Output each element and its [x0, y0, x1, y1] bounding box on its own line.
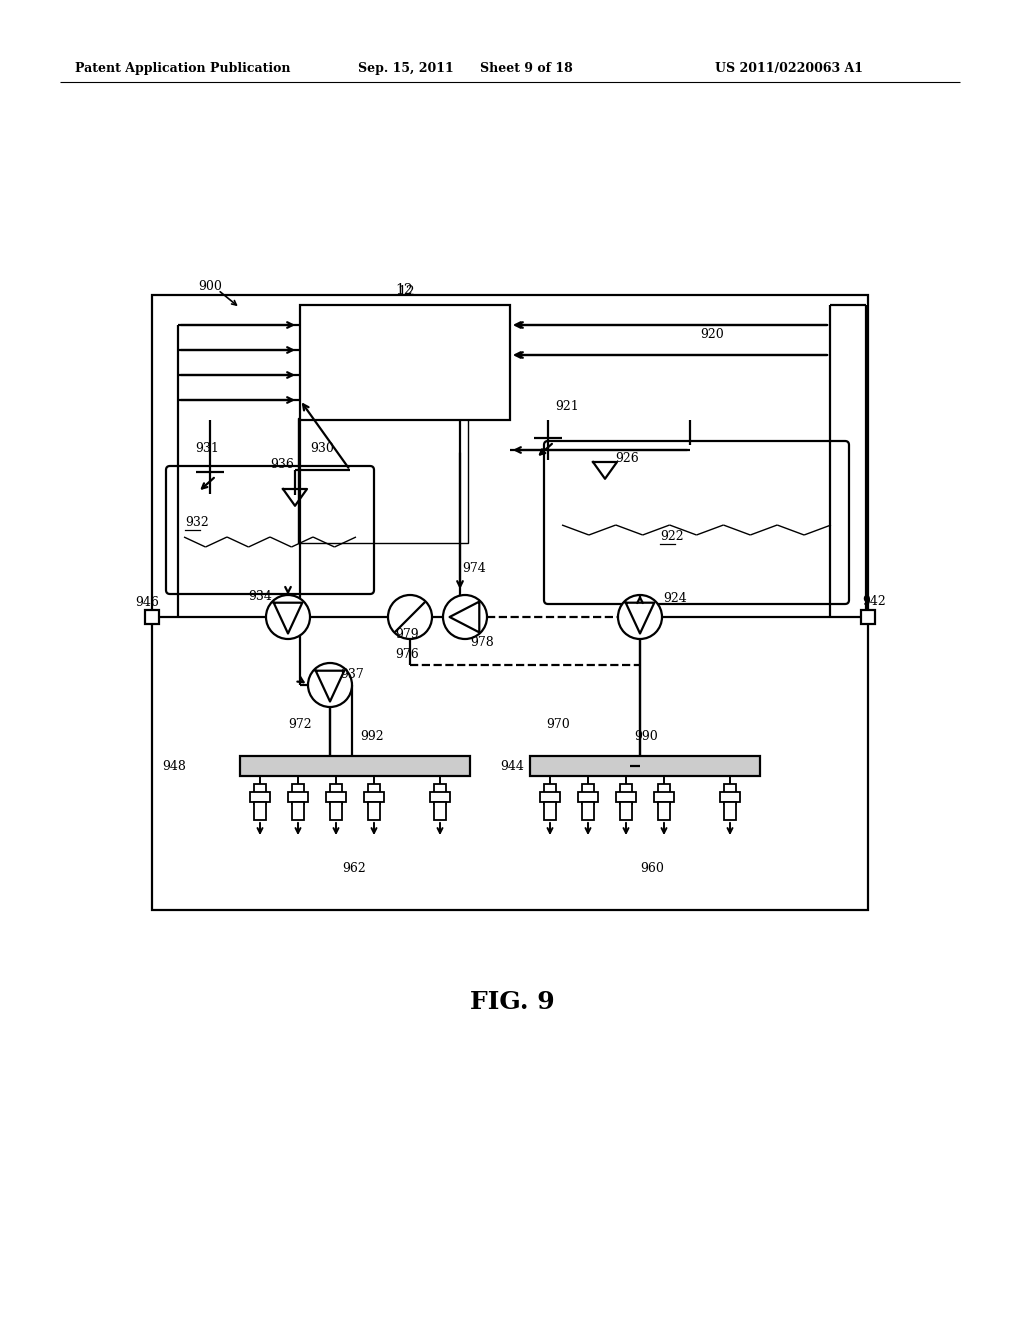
- Bar: [578, 792, 598, 803]
- Bar: [724, 803, 736, 820]
- Text: 948: 948: [162, 760, 186, 774]
- Text: Sheet 9 of 18: Sheet 9 of 18: [480, 62, 572, 75]
- Text: Patent Application Publication: Patent Application Publication: [75, 62, 291, 75]
- Text: US 2011/0220063 A1: US 2011/0220063 A1: [715, 62, 863, 75]
- Bar: [330, 784, 342, 804]
- Bar: [326, 792, 346, 803]
- Bar: [254, 803, 266, 820]
- Bar: [582, 803, 594, 820]
- Text: 990: 990: [634, 730, 657, 743]
- Bar: [654, 792, 674, 803]
- Bar: [254, 784, 266, 804]
- Bar: [724, 784, 736, 804]
- Text: 920: 920: [700, 327, 724, 341]
- Text: 936: 936: [270, 458, 294, 471]
- Bar: [544, 803, 556, 820]
- Bar: [544, 784, 556, 804]
- Text: 976: 976: [395, 648, 419, 661]
- Circle shape: [308, 663, 352, 708]
- Text: 960: 960: [640, 862, 664, 875]
- Text: 924: 924: [663, 591, 687, 605]
- Bar: [330, 803, 342, 820]
- Text: 979: 979: [395, 628, 419, 642]
- Bar: [434, 784, 446, 804]
- Text: 937: 937: [340, 668, 364, 681]
- Text: 930: 930: [310, 442, 334, 455]
- Bar: [152, 294, 868, 909]
- Text: 992: 992: [360, 730, 384, 743]
- Text: 900: 900: [198, 280, 222, 293]
- Bar: [620, 784, 632, 804]
- Bar: [582, 784, 594, 804]
- Circle shape: [266, 595, 310, 639]
- Text: 944: 944: [500, 760, 524, 774]
- FancyBboxPatch shape: [166, 466, 374, 594]
- FancyBboxPatch shape: [544, 441, 849, 605]
- Bar: [720, 792, 740, 803]
- Text: 942: 942: [862, 595, 886, 609]
- Text: 962: 962: [342, 862, 366, 875]
- Text: 921: 921: [555, 400, 579, 413]
- Bar: [434, 803, 446, 820]
- Text: 978: 978: [470, 636, 494, 649]
- Text: 926: 926: [615, 451, 639, 465]
- Text: 946: 946: [135, 597, 159, 609]
- Bar: [861, 610, 874, 624]
- Text: 12: 12: [395, 282, 413, 297]
- Bar: [616, 792, 636, 803]
- Text: Sep. 15, 2011: Sep. 15, 2011: [358, 62, 454, 75]
- Bar: [364, 792, 384, 803]
- Bar: [292, 784, 304, 804]
- Bar: [240, 756, 470, 776]
- Circle shape: [443, 595, 487, 639]
- Bar: [300, 305, 510, 420]
- Circle shape: [388, 595, 432, 639]
- Bar: [658, 784, 670, 804]
- Bar: [292, 803, 304, 820]
- Bar: [530, 756, 760, 776]
- Bar: [250, 792, 270, 803]
- Text: 934: 934: [248, 590, 272, 603]
- Circle shape: [618, 595, 662, 639]
- Text: 931: 931: [195, 442, 219, 455]
- Text: 974: 974: [462, 562, 485, 576]
- Bar: [288, 792, 308, 803]
- Bar: [540, 792, 560, 803]
- Text: 970: 970: [546, 718, 569, 731]
- Text: 922: 922: [660, 531, 684, 543]
- Bar: [658, 803, 670, 820]
- Text: FIG. 9: FIG. 9: [470, 990, 554, 1014]
- Text: 12: 12: [397, 285, 415, 300]
- Bar: [368, 784, 380, 804]
- Text: 972: 972: [288, 718, 311, 731]
- Bar: [430, 792, 450, 803]
- Bar: [368, 803, 380, 820]
- Text: 932: 932: [185, 516, 209, 529]
- Bar: [298, 418, 468, 543]
- Bar: [145, 610, 159, 624]
- Bar: [620, 803, 632, 820]
